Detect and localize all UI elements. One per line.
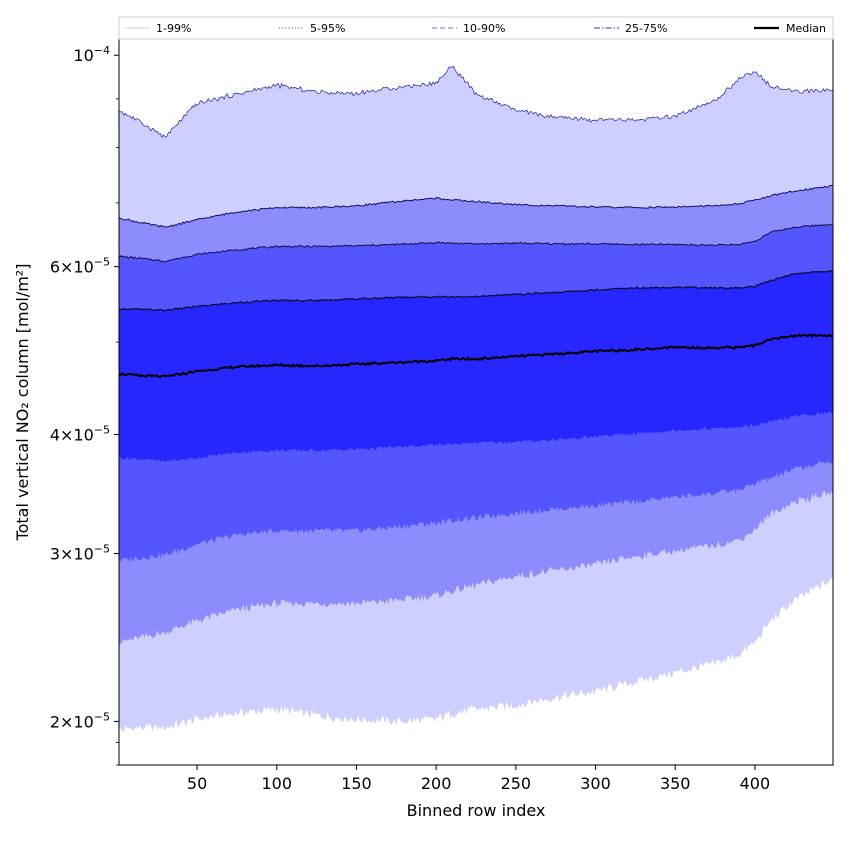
legend-label: 1-99%	[156, 22, 191, 35]
y-tick-label: 4×10−5	[50, 423, 110, 444]
line-p75	[119, 269, 833, 312]
lines-layer	[119, 65, 833, 379]
line-p99	[119, 65, 833, 138]
legend-label: Median	[786, 22, 826, 35]
band-p25-p75	[119, 270, 833, 463]
x-tick-label: 150	[341, 774, 372, 793]
y-axis-label: Total vertical NO₂ column [mol/m²]	[13, 264, 32, 542]
x-tick-label: 300	[580, 774, 611, 793]
x-tick-label: 350	[660, 774, 691, 793]
line-p90	[119, 223, 833, 263]
line-p95	[119, 184, 833, 228]
legend-label: 5-95%	[310, 22, 345, 35]
x-tick-label: 400	[740, 774, 771, 793]
y-axis: 2×10−5 3×10−5 4×10−5 6×10−5 10−4	[50, 44, 119, 766]
line-Median	[119, 333, 833, 379]
x-tick-label: 200	[421, 774, 452, 793]
x-tick-label: 250	[501, 774, 532, 793]
x-tick-label: 100	[262, 774, 293, 793]
y-tick-label: 3×10−5	[50, 543, 110, 564]
y-tick-label: 10−4	[73, 44, 110, 65]
bands-layer	[119, 66, 833, 733]
y-tick-label: 2×10−5	[50, 710, 110, 731]
x-axis: 50 100 150 200 250 300 350 400	[187, 765, 770, 793]
legend-box	[118, 16, 834, 40]
legend-label: 10-90%	[463, 22, 505, 35]
x-axis-label: Binned row index	[407, 801, 546, 820]
legend-label: 25-75%	[625, 22, 667, 35]
legend: 1-99% 5-95% 10-90% 25-75% Median	[118, 16, 834, 40]
x-tick-label: 50	[187, 774, 207, 793]
y-tick-label: 6×10−5	[50, 256, 110, 277]
